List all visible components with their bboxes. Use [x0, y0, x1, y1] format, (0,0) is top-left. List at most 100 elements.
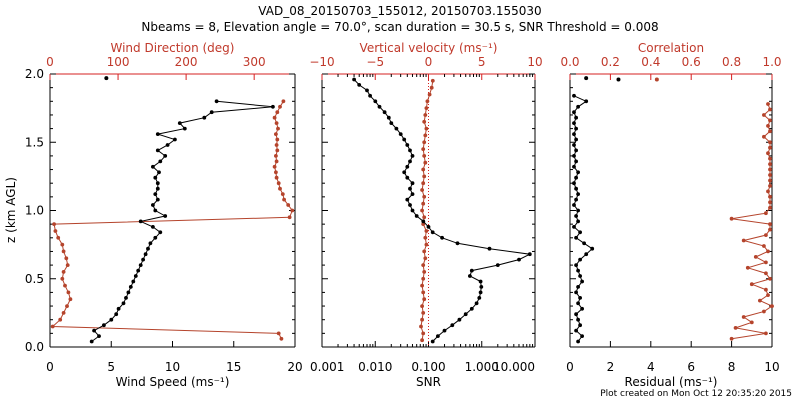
wind-x-tick-label: 10: [165, 360, 180, 374]
residual-top-series-point: [768, 173, 772, 177]
residual-bottom-series-point: [574, 115, 578, 120]
wind-bottom-series-point: [153, 208, 158, 213]
snr-top-series-point: [422, 297, 427, 302]
snr-top-series-point: [424, 242, 429, 247]
snr-top-series-point: [423, 160, 428, 165]
chart-title-line1: VAD_08_20150703_155012, 20150703.155030: [258, 4, 541, 18]
residual-bottom-series-point: [576, 219, 580, 224]
residual-bottom-series-point: [576, 208, 580, 213]
residual-bottom-series-point: [572, 225, 576, 229]
residual-bottom-series-point: [576, 301, 580, 306]
wind-top-series-point: [290, 208, 295, 213]
wind-bottom-series-point: [158, 159, 163, 164]
wind-bottom-series-point: [163, 214, 168, 218]
snr-top-tick-label: 5: [478, 55, 486, 69]
wind-bottom-series-point: [128, 285, 133, 289]
wind-top-series-point: [272, 115, 277, 120]
wind-bottom-series-point: [109, 317, 114, 322]
y-tick-label: 1.5: [25, 135, 44, 149]
residual-top-tick-label: 0.6: [682, 55, 701, 69]
wind-bottom-series-point: [126, 290, 131, 295]
residual-top-series-point: [764, 271, 768, 276]
snr-bottom-series-point: [474, 301, 479, 306]
snr-top-series-point: [422, 140, 427, 145]
wind-bottom-series-point: [155, 197, 160, 202]
wind-top-series-point: [275, 137, 280, 142]
wind-top-series-point: [279, 336, 284, 341]
snr-top-series-point: [423, 235, 428, 240]
residual-bottom-series-point: [590, 246, 595, 251]
snr-top-tick-label: −10: [309, 55, 334, 69]
residual-bottom-series-point: [574, 159, 578, 164]
wind-bottom-series-point: [151, 164, 155, 169]
wind-top-series-point: [64, 256, 69, 261]
wind-bottom-series-point: [136, 268, 141, 273]
residual-bottom-series-point: [572, 181, 576, 186]
wind-bottom-series-point: [271, 104, 275, 109]
wind-top-tick-label: 0: [46, 55, 54, 69]
residual-top-series-point: [766, 249, 770, 254]
wind-x-tick-label: 20: [287, 360, 302, 374]
residual-top-tick-label: 0.0: [560, 55, 579, 69]
wind-bottom-series-point: [143, 252, 148, 257]
residual-top-series-point: [741, 315, 746, 319]
snr-bottom-series-point: [410, 208, 415, 213]
wind-bottom-series-point: [214, 99, 219, 104]
residual-bottom-series-point: [578, 257, 582, 262]
snr-x-tick-label: 10.000: [493, 360, 535, 374]
panel-residual: 0 2 4 6 8 10 Residual (ms⁻¹) 0.0 0.2 0.4 0.6 0.8 1.0…: [560, 41, 781, 389]
residual-bottom-series-point: [580, 334, 584, 338]
residual-top-series-point: [768, 184, 772, 188]
snr-bottom-series-point: [442, 328, 447, 333]
residual-bottom-series-point: [572, 121, 576, 125]
wind-top-series-point: [61, 270, 66, 274]
snr-bottom-series-point: [405, 143, 410, 147]
residual-top-series-point: [766, 151, 770, 156]
y-axis-label: z (km AGL): [4, 177, 18, 243]
wind-bottom-series-point: [151, 203, 155, 207]
snr-top-series-point: [430, 78, 435, 83]
residual-bottom-series-point: [576, 285, 580, 289]
snr-bottom-series-point: [410, 192, 415, 197]
snr-top-tick-label: 10: [527, 55, 542, 69]
residual-top-series-point: [768, 107, 772, 112]
snr-bottom-axis-label: SNR: [416, 375, 441, 389]
residual-top-series-point: [745, 265, 750, 270]
snr-bottom-series-point: [430, 230, 435, 235]
wind-top-series-point: [280, 192, 285, 197]
wind-x-tick-label: 5: [107, 360, 115, 374]
residual-top-series-point: [749, 320, 754, 325]
snr-top-series-point: [425, 99, 430, 104]
wind-top-series-point: [53, 229, 58, 233]
residual-bottom-series-point: [572, 143, 576, 147]
wind-top-series-point: [281, 99, 286, 104]
snr-top-series-point: [421, 167, 426, 172]
wind-top-series-point: [52, 222, 56, 227]
snr-bottom-series-point: [479, 285, 484, 289]
residual-top-series-point: [749, 282, 754, 287]
residual-bottom-series-point: [584, 252, 589, 257]
snr-bottom-series-point: [436, 334, 440, 338]
snr-top-series-point: [423, 133, 428, 138]
wind-bottom-series-point: [89, 339, 94, 344]
snr-top-series-point: [422, 119, 427, 124]
snr-bottom-series-point: [386, 115, 391, 120]
residual-bottom-series-point: [580, 279, 584, 284]
snr-bottom-series-point: [410, 154, 415, 158]
residual-top-axis-label: Correlation: [638, 41, 704, 55]
wind-bottom-series-point: [155, 181, 160, 186]
residual-top-series-point: [768, 178, 772, 183]
snr-bottom-series-point: [440, 235, 444, 240]
residual-top-series-point: [768, 118, 772, 123]
wind-top-series-point: [272, 164, 277, 169]
wind-bottom-series-point: [155, 148, 160, 153]
residual-bottom-series-point: [574, 290, 578, 295]
snr-bottom-series-point: [408, 203, 412, 207]
snr-top-series-point: [421, 331, 426, 336]
snr-bottom-series-point: [365, 88, 369, 93]
residual-top-series-point: [768, 222, 772, 227]
snr-top-series-point: [420, 188, 424, 192]
residual-outlier-point: [584, 76, 589, 81]
wind-x-tick-label: 15: [226, 360, 241, 374]
wind-top-series-point: [68, 297, 73, 302]
